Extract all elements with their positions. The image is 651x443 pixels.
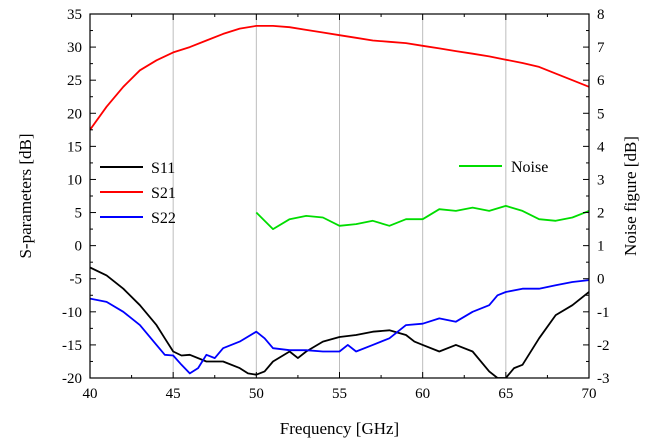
x-tick-label: 50 bbox=[249, 386, 264, 402]
y-axis-left-title: S-parameters [dB] bbox=[16, 133, 35, 258]
x-axis-title: Frequency [GHz] bbox=[280, 419, 399, 438]
series-line-s22 bbox=[90, 279, 589, 375]
y-right-tick-label: 2 bbox=[597, 206, 605, 222]
series-layer bbox=[90, 24, 589, 378]
legend-label-s11: S11 bbox=[151, 160, 175, 177]
x-tick-label: 70 bbox=[582, 386, 597, 402]
legend-label-s22: S22 bbox=[151, 210, 176, 227]
series-line-noise bbox=[255, 204, 589, 231]
x-tick-label: 65 bbox=[498, 386, 513, 402]
y-left-tick-label: 30 bbox=[67, 40, 82, 56]
y-right-tick-label: 0 bbox=[597, 272, 605, 288]
y-right-tick-label: -2 bbox=[597, 338, 610, 354]
x-tick-label: 55 bbox=[332, 386, 347, 402]
y-right-tick-label: -1 bbox=[597, 305, 610, 321]
y-left-tick-label: 0 bbox=[75, 239, 83, 255]
y-left-tick-label: -15 bbox=[62, 338, 82, 354]
y-left-tick-label: 15 bbox=[67, 139, 82, 155]
y-right-tick-label: 7 bbox=[597, 40, 605, 56]
x-tick-label: 45 bbox=[166, 386, 181, 402]
grid bbox=[172, 14, 507, 378]
y-left-tick-label: -10 bbox=[62, 305, 82, 321]
y-right-tick-label: 5 bbox=[597, 106, 605, 122]
y-right-tick-label: 1 bbox=[597, 239, 605, 255]
y-right-tick-label: 6 bbox=[597, 73, 605, 89]
y-left-tick-label: 35 bbox=[67, 7, 82, 23]
x-tick-label: 40 bbox=[83, 386, 98, 402]
y-left-tick-label: -20 bbox=[62, 371, 82, 387]
legend-label-noise: Noise bbox=[511, 159, 548, 176]
x-tick-label: 60 bbox=[415, 386, 430, 402]
y-left-tick-label: 5 bbox=[75, 206, 83, 222]
y-left-tick-label: -5 bbox=[70, 272, 83, 288]
axes: 40 45 50 55 60 65 70-20-15-10-505101520253035-… bbox=[62, 7, 610, 402]
y-axis-right-title: Noise figure [dB] bbox=[621, 136, 640, 256]
y-left-tick-label: 20 bbox=[67, 106, 82, 122]
y-left-tick-label: 10 bbox=[67, 172, 82, 188]
y-left-tick-label: 25 bbox=[67, 73, 82, 89]
y-right-tick-label: 3 bbox=[597, 172, 605, 188]
series-line-s11 bbox=[90, 266, 589, 378]
y-right-tick-label: 8 bbox=[597, 7, 605, 23]
y-right-tick-label: 4 bbox=[597, 139, 605, 155]
y-right-tick-label: -3 bbox=[597, 371, 610, 387]
legend-label-s21: S21 bbox=[151, 185, 176, 202]
series-line-s21 bbox=[90, 24, 589, 131]
legend: S11 S21 S22 Noise bbox=[100, 159, 548, 227]
